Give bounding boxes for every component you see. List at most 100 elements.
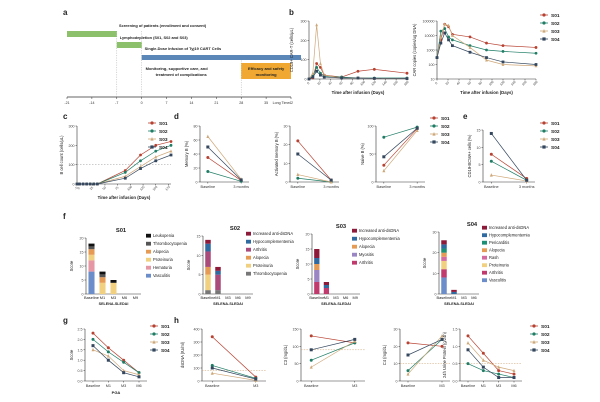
data-point xyxy=(122,358,126,362)
y-tick-label: 200 xyxy=(69,144,75,148)
data-point xyxy=(123,176,127,180)
x-axis-title: SELENA-SLEDAI xyxy=(321,302,351,306)
data-point xyxy=(78,182,81,186)
data-point xyxy=(406,353,410,357)
bar-segment xyxy=(99,277,106,283)
data-point xyxy=(468,35,472,39)
x-tick-label: M6 xyxy=(343,295,348,300)
timeline-tick-label: 21 xyxy=(214,101,218,105)
series-line-S01 xyxy=(311,335,355,344)
chart-title: S01 xyxy=(116,228,127,234)
data-point xyxy=(485,41,488,45)
bar-segment xyxy=(215,290,221,294)
y-axis-title: 24h Urine Protein (g/24h) xyxy=(442,331,447,378)
x-tick-label: 0 xyxy=(77,186,81,190)
data-point xyxy=(296,176,300,180)
x-tick-label: 50 xyxy=(102,185,107,190)
chart-d3: 0 50 100 Naive B (%) Baseline 3 months S01 S02 S… xyxy=(360,116,450,189)
y-axis-title: B cell count (cells/μL) xyxy=(59,135,64,175)
data-point xyxy=(382,135,386,139)
y-tick-label: 5 xyxy=(308,278,310,282)
data-point xyxy=(432,124,436,128)
data-point xyxy=(405,71,409,75)
y-axis-title: Score xyxy=(69,349,74,360)
data-point xyxy=(206,170,210,173)
chart-h2: 0 50 100 150 C3 (mg/dL) Baseline M3 xyxy=(283,328,365,388)
y-tick-label: 10 xyxy=(284,162,288,166)
bar-segment xyxy=(205,243,211,252)
timeline-box-text: treatment of complications xyxy=(156,72,208,77)
bar-segment xyxy=(88,260,95,272)
timeline-tick-label: -14 xyxy=(89,101,94,105)
bar-segment xyxy=(99,282,106,294)
legend-label: S01 xyxy=(161,324,170,330)
legend-swatch xyxy=(146,241,151,246)
timeline-row-label: Single-Dose Infusion of Tyj19 CART Cells xyxy=(145,46,221,51)
y-tick-label: 100 xyxy=(293,345,299,349)
legend-swatch xyxy=(146,273,151,278)
data-point xyxy=(382,155,386,159)
data-point xyxy=(254,377,258,381)
legend-label: S02 xyxy=(541,332,550,338)
legend-swatch xyxy=(352,244,357,249)
data-point xyxy=(353,339,357,343)
y-tick-label: 10 xyxy=(431,78,435,82)
data-point xyxy=(451,38,454,42)
chart-f4: 0 10 20 30 Score Baseline M1 M3 M6 SELENA-SLEDAI S… xyxy=(422,222,530,306)
bar-segment xyxy=(88,271,95,294)
data-point xyxy=(139,167,142,170)
y-tick-label: 30 xyxy=(433,231,437,235)
legend-swatch xyxy=(146,249,151,254)
data-point xyxy=(542,29,546,33)
chart-c: 0 100 200 300 B cell count (cells/μL) -50 25 50… xyxy=(59,121,173,200)
data-point xyxy=(439,29,443,33)
data-point xyxy=(340,76,344,80)
data-point xyxy=(329,178,333,182)
data-point xyxy=(169,153,173,157)
x-tick-label: M3 xyxy=(496,384,501,388)
series-line-S04 xyxy=(207,146,242,181)
legend-label: S04 xyxy=(161,348,170,354)
data-point xyxy=(542,13,546,17)
chart-h4: 0.0 0.5 1.0 1.5 24h Urine Protein (g/24h) Bas… xyxy=(442,324,550,388)
legend-label: Arthritis xyxy=(253,247,267,252)
legend-swatch xyxy=(352,236,357,241)
x-tick-label: 100 xyxy=(488,80,495,87)
y-tick-label: 0 xyxy=(396,380,398,384)
y-tick-label: 400 xyxy=(194,328,200,332)
timeline-row-label: Lymphodepletion (S01, S02 and S03) xyxy=(120,35,189,40)
legend-label: S03 xyxy=(441,132,450,138)
chart-title: S04 xyxy=(467,222,478,228)
bar-segment xyxy=(215,270,221,275)
bar-segment xyxy=(215,266,221,271)
x-tick-label: Baseline xyxy=(309,295,324,300)
chart-h1: 0 100 200 300 400 dsDNA (IU/ml) Baseline M3 xyxy=(180,328,266,388)
data-point xyxy=(85,182,89,186)
legend-swatch xyxy=(352,228,357,233)
x-axis-title: Time after infusion (Days) xyxy=(98,195,151,200)
bar-segment xyxy=(323,285,330,288)
bar-segment xyxy=(441,256,447,261)
y-tick-label: 5 xyxy=(479,163,481,167)
panel-label-f: f xyxy=(63,212,66,221)
series-line-S01 xyxy=(407,342,443,347)
timeline-bar-lymphodepletion xyxy=(116,42,142,48)
y-tick-label: 0 xyxy=(199,293,201,297)
data-point xyxy=(466,348,470,352)
data-point xyxy=(451,33,454,37)
legend-label: Arthritis xyxy=(489,270,503,275)
y-tick-label: 0 xyxy=(372,181,374,185)
data-point xyxy=(152,340,156,344)
x-tick-label: M3 xyxy=(439,384,444,388)
timeline-box-text: monitoring xyxy=(256,72,277,77)
bar-segment xyxy=(441,240,447,245)
y-tick-label: 20 xyxy=(194,167,198,171)
data-point xyxy=(356,69,360,73)
bar-segment xyxy=(205,274,211,291)
y-tick-label: 0 xyxy=(435,293,437,297)
y-tick-label: 150 xyxy=(293,328,299,332)
y-tick-label: 20 xyxy=(433,251,437,255)
legend-label: S01 xyxy=(551,121,560,127)
x-tick-label: M6 xyxy=(136,384,141,388)
legend-label: Pericarditis xyxy=(489,240,509,245)
